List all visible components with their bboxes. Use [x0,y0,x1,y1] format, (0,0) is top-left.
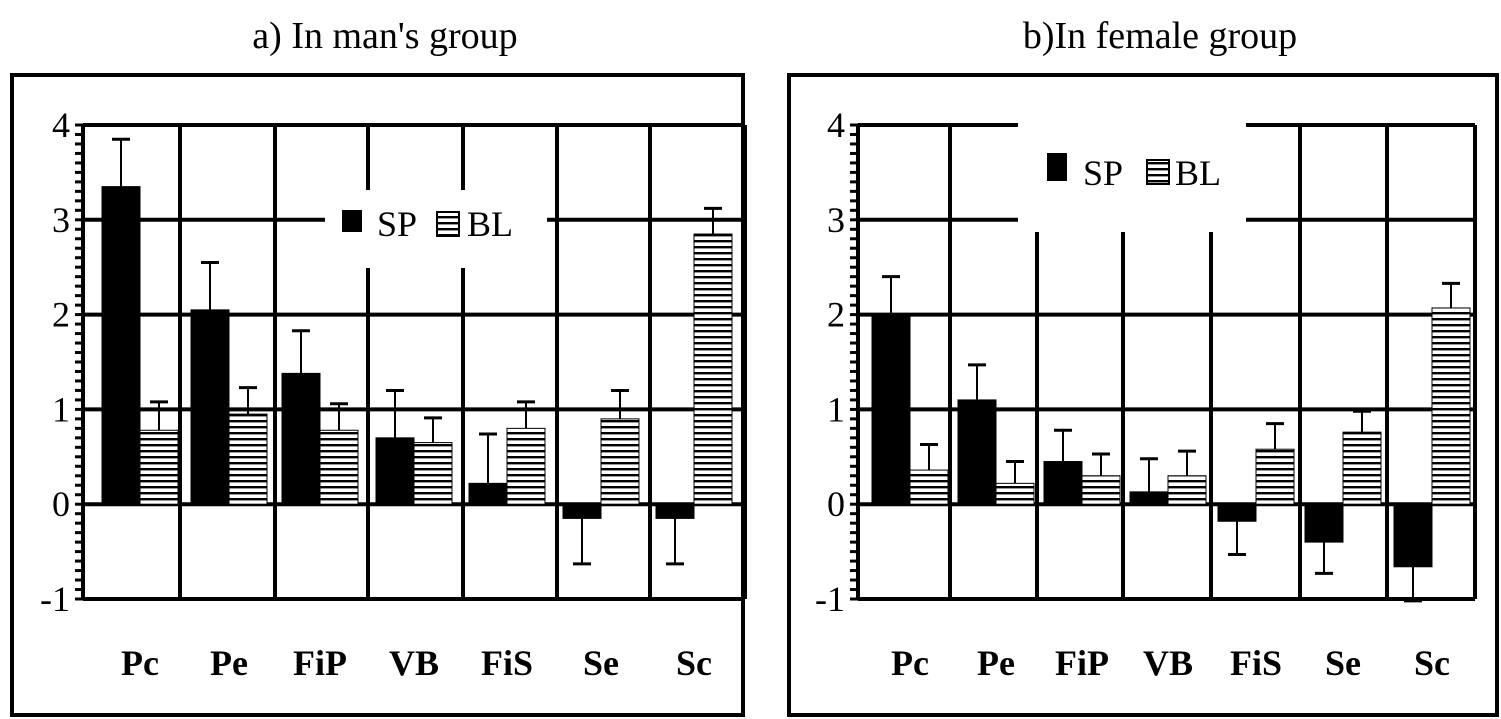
x-category-label: FiP [293,643,347,683]
x-category-label: VB [389,643,439,683]
x-category-label: Pe [210,643,248,683]
bar-sp [281,372,321,505]
y-tick-label: 3 [52,200,70,240]
x-category-label: Se [583,643,619,683]
x-category-label: Pc [121,643,159,683]
y-tick-label: 1 [52,389,70,429]
y-tick-label: 2 [52,295,70,335]
bar-bl [413,442,453,505]
bar-bl [1167,475,1207,505]
legend-swatch-sp [342,210,362,232]
y-tick-label: 1 [827,389,845,429]
x-category-label: FiS [1230,643,1282,683]
bar-sp [655,503,695,519]
bar-sp [1217,503,1257,522]
x-category-label: Sc [1414,643,1450,683]
chart-title-a: a) In man's group [252,15,517,57]
y-tick-label: 4 [827,105,845,145]
chart-panel-a: a) In man's group 4 3 2 1 0 -1 Pc Pe FiP VB FiS Se S… [10,15,747,717]
legend-label-bl: BL [467,204,513,244]
legend-label-sp: SP [1083,153,1123,193]
y-tick-label: 0 [52,484,70,524]
y-tick-label: -1 [40,579,70,619]
y-tick-label: -1 [815,579,845,619]
bar-sp [1043,461,1083,505]
bar-sp [375,437,415,505]
x-category-label: Pc [891,643,929,683]
frame-b [787,73,1499,717]
y-tick-label: 4 [52,105,70,145]
bar-bl [506,427,546,505]
bar-bl [319,429,359,505]
legend-swatch-sp [1047,153,1067,181]
legend-label-sp: SP [377,204,417,244]
bar-bl [1431,307,1471,505]
legend-swatch-bl [1146,159,1170,185]
bar-bl [909,469,949,505]
x-category-label: Pe [977,643,1015,683]
bar-sp [957,399,997,505]
bar-sp [562,503,602,519]
bar-sp [1393,503,1433,568]
bar-sp [468,482,508,505]
bar-sp [871,315,911,505]
plot-area-a: 4 3 2 1 0 -1 Pc Pe FiP VB FiS Se Sc SP BL [40,105,747,683]
chart-title-b: b)In female group [1023,15,1297,57]
x-category-label: Sc [676,643,712,683]
bar-sp [101,186,141,505]
bar-sp [190,309,230,505]
plot-area-b: 4 3 2 1 0 -1 Pc Pe FiP VB FiS Se Sc SP BL [815,105,1477,683]
x-category-label: FiS [481,643,533,683]
y-tick-label: 2 [827,295,845,335]
y-tick-label: 0 [827,484,845,524]
x-category-label: Se [1325,643,1361,683]
bar-bl [139,429,179,505]
bar-bl [600,418,640,505]
bar-bl [228,413,268,505]
x-category-label: VB [1143,643,1193,683]
bar-sp [1129,491,1169,505]
y-tick-label: 3 [827,200,845,240]
bar-bl [693,233,733,505]
bar-bl [995,482,1035,505]
bar-bl [1255,448,1295,505]
bar-bl [1342,431,1382,505]
chart-panel-b: b)In female group 4 3 2 1 0 -1 Pc Pe FiP VB FiS Se S… [787,15,1499,717]
bar-sp [1304,503,1344,543]
legend-label-bl: BL [1175,153,1221,193]
x-category-label: FiP [1055,643,1109,683]
legend-swatch-bl [436,211,460,237]
bar-bl [1081,475,1121,505]
